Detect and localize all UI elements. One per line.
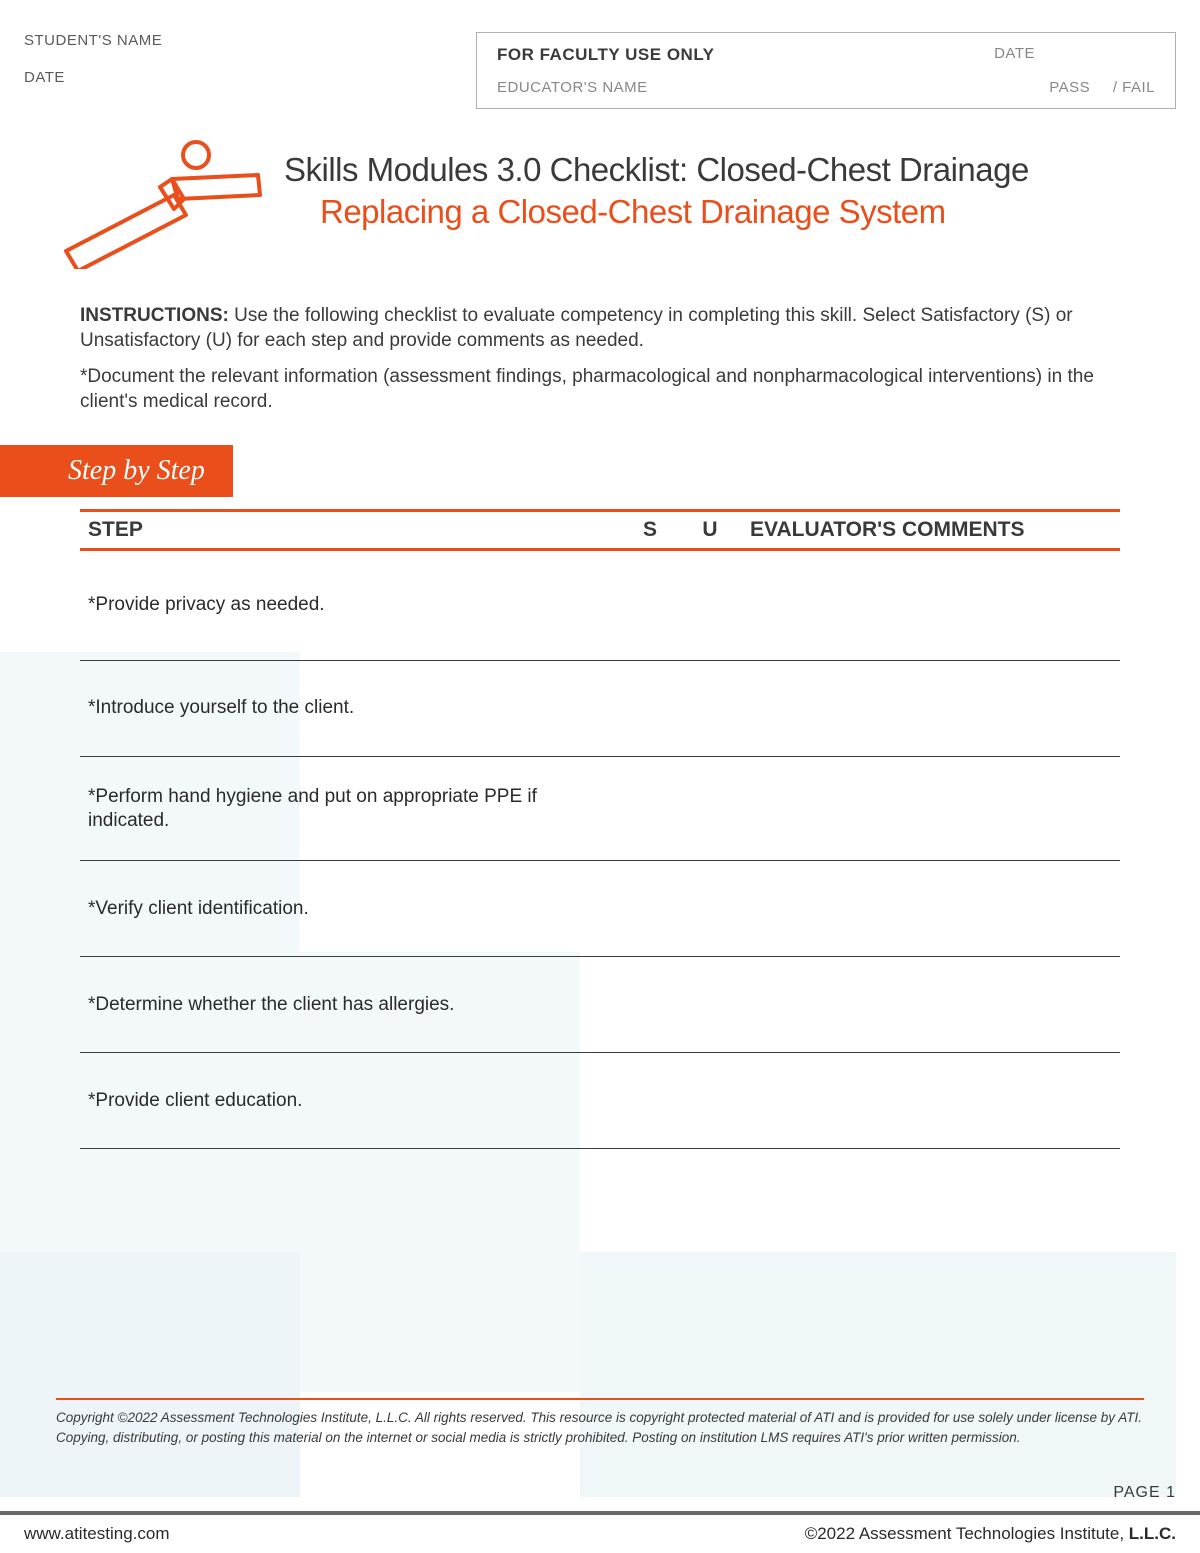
fail-label: / FAIL (1113, 79, 1155, 96)
footer-url: www.atitesting.com (24, 1524, 170, 1544)
logo-icon (54, 139, 274, 274)
footer-rule (56, 1398, 1144, 1400)
bottom-bar: www.atitesting.com ©2022 Assessment Tech… (0, 1511, 1200, 1553)
col-comments-header: EVALUATOR'S COMMENTS (740, 518, 1120, 542)
faculty-date-label: DATE (994, 45, 1035, 65)
pass-fail-labels: PASS / FAIL (1031, 79, 1155, 96)
instructions-label: INSTRUCTIONS: (80, 305, 229, 326)
student-block: STUDENT'S NAME DATE (24, 32, 162, 109)
table-row: *Introduce yourself to the client. (80, 661, 1120, 757)
pass-label: PASS (1049, 79, 1090, 96)
page-number: PAGE 1 (1113, 1484, 1176, 1502)
step-text: *Determine whether the client has allerg… (80, 965, 620, 1045)
col-step-header: STEP (80, 518, 620, 542)
instructions-body: Use the following checklist to evaluate … (80, 305, 1073, 351)
col-s-header: S (620, 518, 680, 542)
top-meta-row: STUDENT'S NAME DATE FOR FACULTY USE ONLY… (24, 32, 1176, 109)
table-row: *Provide client education. (80, 1053, 1120, 1149)
checklist-table: STEP S U EVALUATOR'S COMMENTS *Provide p… (80, 509, 1120, 1150)
table-row: *Provide privacy as needed. (80, 551, 1120, 661)
student-name-label: STUDENT'S NAME (24, 32, 162, 49)
footer-right: ©2022 Assessment Technologies Institute,… (805, 1524, 1176, 1544)
section-tab: Step by Step (0, 445, 233, 497)
step-text: *Perform hand hygiene and put on appropr… (80, 757, 620, 861)
title-block: Skills Modules 3.0 Checklist: Closed-Che… (54, 139, 1146, 274)
step-text: *Introduce yourself to the client. (80, 668, 620, 748)
step-text: *Provide client education. (80, 1061, 620, 1141)
step-text: *Verify client identification. (80, 869, 620, 949)
title-sub: Replacing a Closed-Chest Drainage System (284, 193, 1029, 231)
table-row: *Perform hand hygiene and put on appropr… (80, 757, 1120, 862)
step-text: *Provide privacy as needed. (80, 565, 620, 645)
faculty-box: FOR FACULTY USE ONLY DATE EDUCATOR'S NAM… (476, 32, 1176, 109)
faculty-use-label: FOR FACULTY USE ONLY (497, 45, 994, 65)
table-row: *Verify client identification. (80, 861, 1120, 957)
table-row: *Determine whether the client has allerg… (80, 957, 1120, 1053)
footer-right-prefix: ©2022 Assessment Technologies Institute, (805, 1524, 1129, 1543)
date-label: DATE (24, 69, 162, 86)
table-header: STEP S U EVALUATOR'S COMMENTS (80, 509, 1120, 551)
col-u-header: U (680, 518, 740, 542)
copyright-text: Copyright ©2022 Assessment Technologies … (56, 1408, 1144, 1449)
instructions-note: *Document the relevant information (asse… (80, 365, 1120, 414)
educator-name-label: EDUCATOR'S NAME (497, 79, 1031, 96)
title-main: Skills Modules 3.0 Checklist: Closed-Che… (284, 151, 1029, 189)
footer-right-llc: L.L.C. (1129, 1524, 1176, 1543)
instructions: INSTRUCTIONS: Use the following checklis… (80, 304, 1120, 415)
